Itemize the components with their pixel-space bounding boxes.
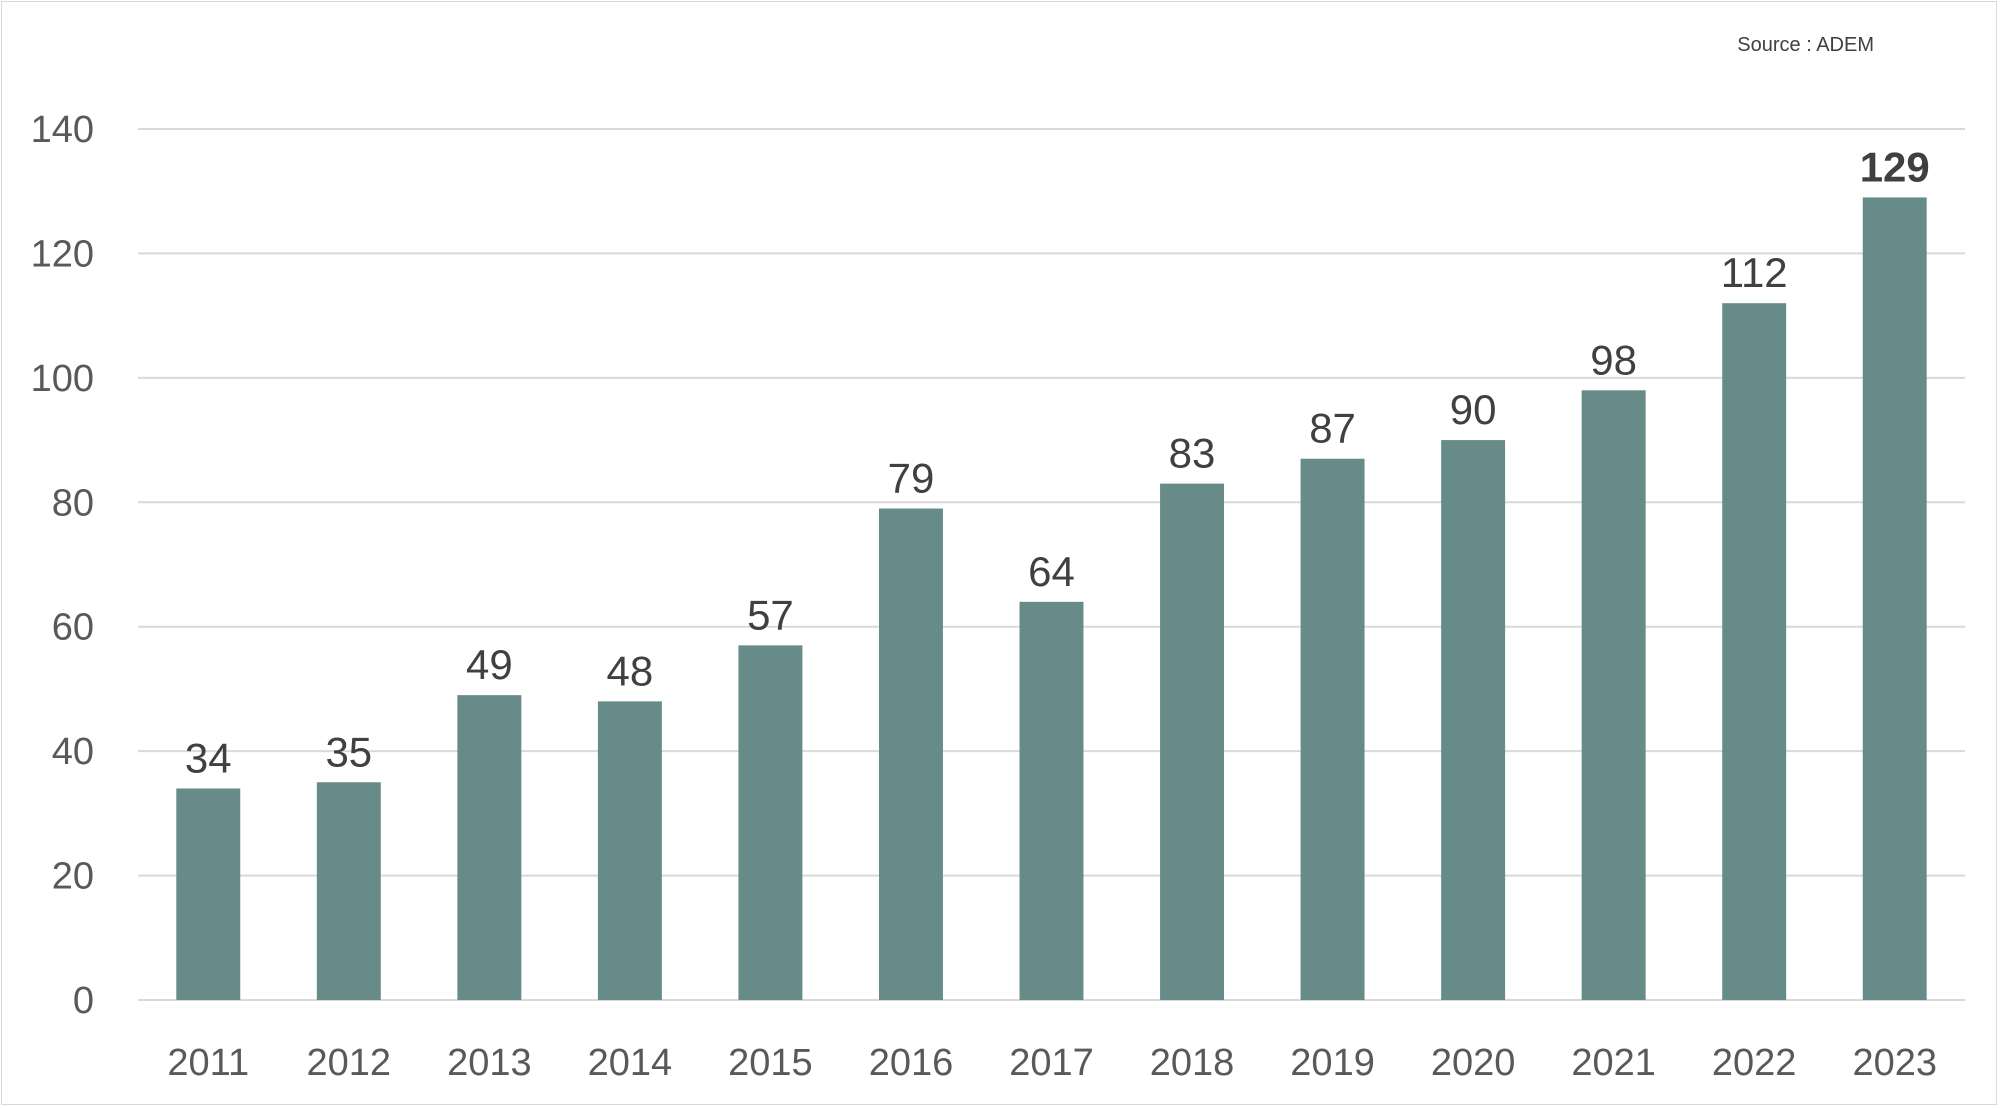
bar-2012: [316, 782, 381, 1000]
y-tick-label: 40: [52, 731, 94, 773]
x-tick-label: 2020: [1431, 1042, 1516, 1084]
x-tick-label: 2023: [1852, 1042, 1937, 1084]
data-label: 64: [1028, 548, 1075, 595]
bar-2016: [878, 508, 943, 1000]
data-label: 34: [185, 734, 232, 781]
bar-2019: [1300, 458, 1365, 1000]
data-label: 49: [466, 641, 513, 688]
y-tick-label: 60: [52, 607, 94, 649]
x-tick-label: 2019: [1290, 1042, 1375, 1084]
bars: [176, 197, 1927, 1001]
x-tick-label: 2014: [588, 1042, 673, 1084]
bar-2021: [1581, 390, 1646, 1000]
bar-2023: [1862, 197, 1927, 1000]
data-label: 35: [325, 728, 372, 775]
bar-2020: [1441, 440, 1506, 1001]
bar-2022: [1722, 303, 1787, 1000]
y-tick-label: 0: [73, 980, 94, 1022]
x-tick-label: 2016: [869, 1042, 954, 1084]
x-tick-label: 2011: [167, 1042, 249, 1084]
data-label: 87: [1309, 405, 1356, 452]
bar-2017: [1019, 601, 1084, 1000]
y-tick-label: 120: [31, 233, 94, 275]
y-tick-label: 80: [52, 482, 94, 524]
bar-2018: [1160, 483, 1225, 1000]
data-labels: 34 35 49 48 57 79 64 83 87 90 98 112 129: [185, 143, 1930, 781]
data-label: 98: [1590, 336, 1637, 383]
x-axis: 2011 2012 2013 2014 2015 2016 2017 2018 2019 2020…: [167, 1042, 1937, 1084]
x-tick-label: 2013: [447, 1042, 532, 1084]
data-label: 57: [747, 591, 794, 638]
x-tick-label: 2012: [307, 1042, 392, 1084]
data-label: 90: [1450, 386, 1497, 433]
x-tick-label: 2022: [1712, 1042, 1797, 1084]
data-label: 79: [888, 455, 935, 502]
data-label: 112: [1721, 249, 1788, 296]
bar-2011: [176, 788, 241, 1000]
bar-2013: [457, 695, 522, 1000]
y-tick-label: 140: [31, 109, 94, 151]
bar-2015: [738, 645, 803, 1000]
x-tick-label: 2021: [1571, 1042, 1656, 1084]
y-tick-label: 100: [31, 358, 94, 400]
bar-2014: [597, 701, 662, 1000]
y-axis: 0 20 40 60 80 100 120 140: [31, 109, 94, 1022]
data-label: 129: [1860, 143, 1930, 190]
x-tick-label: 2018: [1150, 1042, 1235, 1084]
x-tick-label: 2017: [1009, 1042, 1094, 1084]
data-label: 48: [607, 647, 654, 694]
data-label: 83: [1169, 430, 1216, 477]
x-tick-label: 2015: [728, 1042, 813, 1084]
y-tick-label: 20: [52, 856, 94, 898]
source-note: Source : ADEM: [1737, 34, 1874, 56]
